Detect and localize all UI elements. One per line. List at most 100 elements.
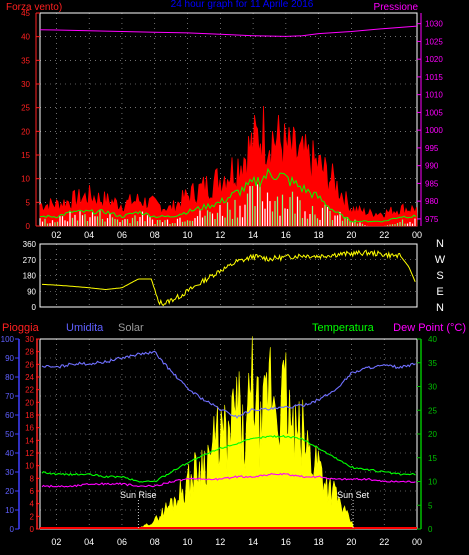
pressure-tick-label: 1010 (425, 91, 443, 100)
time-tick-label: 18 (314, 230, 324, 240)
wind-grid (40, 13, 418, 226)
temp-tick-label: 25 (428, 406, 437, 415)
humidity-tick-label: 30 (5, 468, 14, 477)
compass-label: E (436, 286, 443, 298)
time-tick-label: 14 (248, 537, 258, 547)
solar-radiation-area (137, 336, 356, 530)
wind-tick-label: 40 (21, 33, 30, 42)
compass-label: S (436, 270, 443, 282)
temp-tick-label: 0 (428, 525, 433, 534)
rain-tick-label: 26 (25, 360, 34, 369)
rain-tick-label: 18 (25, 411, 34, 420)
wind-tick-label: 20 (21, 127, 30, 136)
pressure-tick-label: 995 (425, 144, 439, 153)
time-tick-label: 22 (379, 230, 389, 240)
wind-tick-label: 15 (21, 151, 30, 160)
humidity-tick-label: 100 (1, 335, 15, 344)
sunrise-label: Sun Rise (120, 490, 157, 500)
rain-tick-label: 6 (30, 487, 35, 496)
humidity-tick-label: 50 (5, 430, 14, 439)
time-tick-label: 10 (183, 230, 193, 240)
rain-tick-label: 22 (25, 386, 34, 395)
pressure-tick-label: 1000 (425, 126, 443, 135)
time-tick-label: 00 (412, 230, 422, 240)
direction-series (42, 249, 416, 307)
compass-label: N (436, 238, 444, 250)
rain-tick-label: 2 (30, 512, 35, 521)
direction-tick-label: 270 (23, 256, 37, 265)
solar-label: Solar (118, 322, 144, 334)
pressure-tick-label: 1005 (425, 108, 443, 117)
temp-tick-label: 10 (428, 478, 437, 487)
time-tick-label: 14 (248, 230, 258, 240)
time-tick-label: 16 (281, 230, 291, 240)
compass-label: N (436, 302, 444, 314)
pressure-line (39, 25, 418, 37)
direction-tick-label: 360 (23, 240, 37, 249)
wind-tick-label: 5 (26, 198, 31, 207)
chart-title: 24 hour graph for 11 Aprile 2016 (171, 0, 314, 10)
rain-tick-label: 0 (30, 525, 35, 534)
direction-degree-axis: 360 270 180 90 0 (23, 240, 37, 312)
humidity-tick-label: 80 (5, 373, 14, 382)
rain-label: Pioggia (2, 322, 40, 334)
pressure-tick-label: 1025 (425, 37, 443, 46)
time-tick-label: 06 (117, 230, 127, 240)
humidity-tick-label: 70 (5, 392, 14, 401)
pressure-tick-label: 1015 (425, 73, 443, 82)
wind-tick-label: 35 (21, 56, 30, 65)
humidity-tick-label: 90 (5, 354, 14, 363)
time-tick-label: 08 (150, 230, 160, 240)
rain-tick-label: 16 (25, 424, 34, 433)
dewpoint-line (41, 472, 416, 488)
humidity-line (41, 350, 416, 419)
compass-label: W (435, 254, 446, 266)
time-tick-label: 22 (379, 537, 389, 547)
time-tick-label: 02 (51, 537, 61, 547)
rain-tick-label: 30 (25, 335, 34, 344)
humidity-label: Umidita (66, 322, 104, 334)
wind-gust-area (39, 105, 418, 227)
pressure-tick-label: 1030 (425, 20, 443, 29)
dewpoint-label: Dew Point (°C) (393, 322, 466, 334)
wind-series (39, 25, 418, 227)
pressure-tick-label: 985 (425, 179, 439, 188)
rain-tick-label: 28 (25, 348, 34, 357)
time-tick-label: 12 (215, 537, 225, 547)
time-tick-label: 08 (150, 537, 160, 547)
wind-speed-axis: 45 40 35 30 25 20 15 10 5 0 (21, 9, 40, 231)
rain-tick-label: 12 (25, 449, 34, 458)
temp-tick-label: 15 (428, 454, 437, 463)
direction-tick-label: 90 (27, 287, 36, 296)
time-tick-label: 00 (412, 537, 422, 547)
time-tick-label: 20 (346, 230, 356, 240)
temp-tick-label: 5 (428, 501, 433, 510)
pressure-tick-label: 980 (425, 197, 439, 206)
rain-tick-label: 10 (25, 462, 34, 471)
temp-tick-label: 30 (428, 383, 437, 392)
time-tick-label: 16 (281, 537, 291, 547)
wind-tick-label: 30 (21, 80, 30, 89)
wind-tick-label: 10 (21, 175, 30, 184)
humidity-tick-label: 10 (5, 506, 14, 515)
pressure-tick-label: 975 (425, 215, 439, 224)
wind-tick-label: 45 (21, 9, 30, 18)
temp-tick-label: 20 (428, 430, 437, 439)
humidity-tick-label: 20 (5, 487, 14, 496)
pressure-axis-title: Pressione (374, 2, 419, 13)
climate-time-axis: 02 04 06 08 10 12 14 16 18 20 22 00 (51, 537, 422, 547)
temp-tick-label: 35 (428, 359, 437, 368)
time-tick-label: 06 (117, 537, 127, 547)
climate-series (40, 336, 417, 530)
temperature-axis: 40 35 30 25 20 15 10 5 0 (417, 335, 437, 534)
time-tick-label: 12 (215, 230, 225, 240)
pressure-axis: 1030 1025 1020 1015 1010 1005 1000 995 990 985 980… (417, 13, 443, 226)
rain-tick-label: 20 (25, 398, 34, 407)
rain-tick-label: 8 (30, 474, 35, 483)
